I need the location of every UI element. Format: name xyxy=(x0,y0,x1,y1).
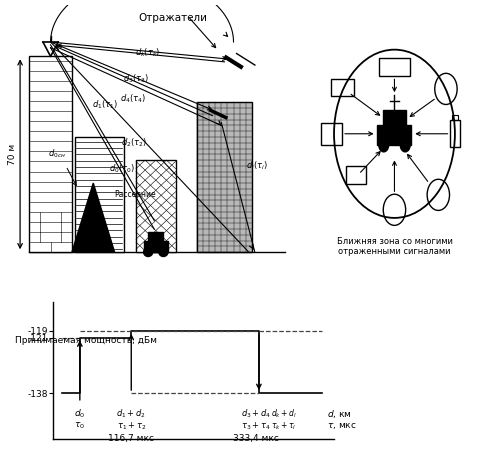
Text: $\tau$, мкс: $\tau$, мкс xyxy=(327,421,357,431)
Bar xyxy=(148,232,164,241)
Text: $\tau_0$: $\tau_0$ xyxy=(75,421,85,431)
Text: $d_k+d_l$: $d_k+d_l$ xyxy=(271,408,297,420)
Text: 333,4 мкс: 333,4 мкс xyxy=(233,434,279,443)
Text: $d_0(\tau_0)$: $d_0(\tau_0)$ xyxy=(108,162,135,175)
Bar xyxy=(136,160,176,252)
Circle shape xyxy=(400,138,410,152)
Text: $\tau_1+\tau_2$: $\tau_1+\tau_2$ xyxy=(117,421,146,432)
Text: Рассеяние: Рассеяние xyxy=(115,190,156,199)
Text: $d_3+d_4$: $d_3+d_4$ xyxy=(241,408,271,420)
Text: Принимаемая мощность, дБм: Принимаемая мощность, дБм xyxy=(15,336,157,345)
Text: $d_3(\tau_3)$: $d_3(\tau_3)$ xyxy=(123,73,149,85)
Circle shape xyxy=(144,248,153,256)
Text: $d_k(\tau_k)$: $d_k(\tau_k)$ xyxy=(136,47,161,59)
Text: 116,7 мкс: 116,7 мкс xyxy=(108,434,154,443)
Circle shape xyxy=(379,138,389,152)
Text: $d_i(\tau_i)$: $d_i(\tau_i)$ xyxy=(246,159,268,172)
Polygon shape xyxy=(72,183,115,252)
Bar xyxy=(346,166,366,184)
Bar xyxy=(144,241,168,252)
Bar xyxy=(197,102,252,252)
Bar xyxy=(383,110,406,125)
Text: $d_2(\tau_2)$: $d_2(\tau_2)$ xyxy=(121,137,147,149)
Bar xyxy=(379,58,410,76)
Text: Отражатели: Отражатели xyxy=(138,13,207,23)
Text: $d_0$: $d_0$ xyxy=(74,408,86,420)
Bar xyxy=(320,122,342,145)
Text: $\tau_3+\tau_4$: $\tau_3+\tau_4$ xyxy=(241,421,271,432)
Circle shape xyxy=(159,248,168,256)
Text: $d_1(\tau_1)$: $d_1(\tau_1)$ xyxy=(92,99,119,111)
Bar xyxy=(451,120,460,148)
Bar xyxy=(29,56,72,252)
Text: $d_{0сн}$: $d_{0сн}$ xyxy=(48,148,66,160)
Text: 70 м: 70 м xyxy=(8,143,17,165)
Text: $d_1+d_2$: $d_1+d_2$ xyxy=(116,408,146,420)
Text: $\tau_k+\tau_l$: $\tau_k+\tau_l$ xyxy=(271,421,296,432)
Bar xyxy=(452,115,458,120)
Text: $d_4(\tau_4)$: $d_4(\tau_4)$ xyxy=(120,93,146,106)
Text: $d$, км: $d$, км xyxy=(327,408,352,420)
Bar xyxy=(378,125,411,145)
Text: Ближняя зона со многими
отраженными сигналами: Ближняя зона со многими отраженными сигн… xyxy=(336,237,453,256)
Bar xyxy=(331,79,354,96)
Bar xyxy=(75,137,124,252)
